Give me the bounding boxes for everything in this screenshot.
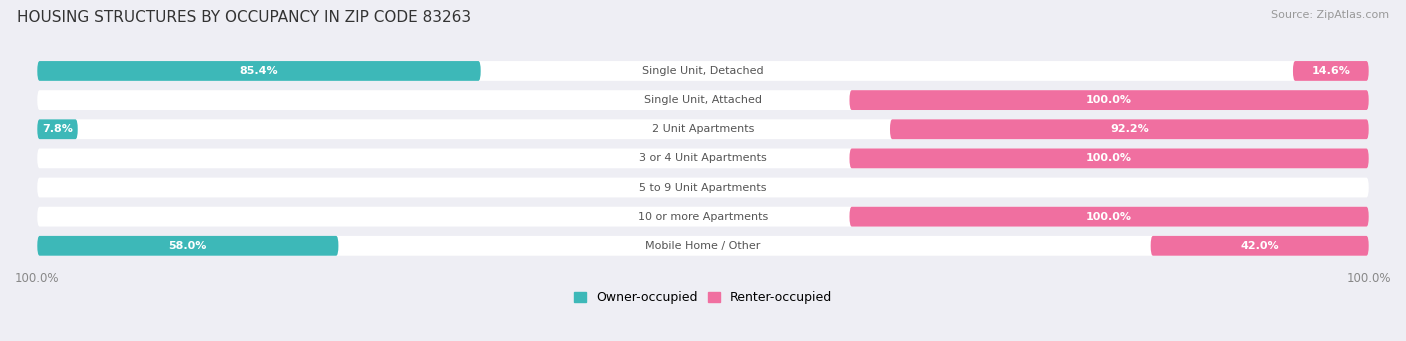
FancyBboxPatch shape: [37, 207, 1369, 226]
FancyBboxPatch shape: [37, 61, 1369, 81]
FancyBboxPatch shape: [849, 90, 1369, 110]
Text: 7.8%: 7.8%: [42, 124, 73, 134]
FancyBboxPatch shape: [37, 119, 1369, 139]
FancyBboxPatch shape: [37, 119, 77, 139]
Text: 2 Unit Apartments: 2 Unit Apartments: [652, 124, 754, 134]
FancyBboxPatch shape: [37, 148, 1369, 168]
FancyBboxPatch shape: [37, 236, 339, 256]
FancyBboxPatch shape: [37, 236, 1369, 256]
Text: 85.4%: 85.4%: [239, 66, 278, 76]
Text: HOUSING STRUCTURES BY OCCUPANCY IN ZIP CODE 83263: HOUSING STRUCTURES BY OCCUPANCY IN ZIP C…: [17, 10, 471, 25]
Text: 100.0%: 100.0%: [1085, 153, 1132, 163]
FancyBboxPatch shape: [37, 178, 1369, 197]
Text: Source: ZipAtlas.com: Source: ZipAtlas.com: [1271, 10, 1389, 20]
Legend: Owner-occupied, Renter-occupied: Owner-occupied, Renter-occupied: [568, 286, 838, 310]
Text: 14.6%: 14.6%: [1312, 66, 1350, 76]
Text: Single Unit, Attached: Single Unit, Attached: [644, 95, 762, 105]
Text: 3 or 4 Unit Apartments: 3 or 4 Unit Apartments: [640, 153, 766, 163]
Text: 92.2%: 92.2%: [1109, 124, 1149, 134]
Text: 5 to 9 Unit Apartments: 5 to 9 Unit Apartments: [640, 182, 766, 193]
FancyBboxPatch shape: [37, 61, 481, 81]
Text: 58.0%: 58.0%: [169, 241, 207, 251]
Text: 100.0%: 100.0%: [1085, 95, 1132, 105]
FancyBboxPatch shape: [1294, 61, 1369, 81]
FancyBboxPatch shape: [849, 148, 1369, 168]
Text: Mobile Home / Other: Mobile Home / Other: [645, 241, 761, 251]
FancyBboxPatch shape: [849, 207, 1369, 226]
FancyBboxPatch shape: [890, 119, 1369, 139]
Text: Single Unit, Detached: Single Unit, Detached: [643, 66, 763, 76]
Text: 100.0%: 100.0%: [1085, 212, 1132, 222]
Text: 42.0%: 42.0%: [1240, 241, 1279, 251]
FancyBboxPatch shape: [1150, 236, 1369, 256]
FancyBboxPatch shape: [37, 90, 1369, 110]
Text: 10 or more Apartments: 10 or more Apartments: [638, 212, 768, 222]
